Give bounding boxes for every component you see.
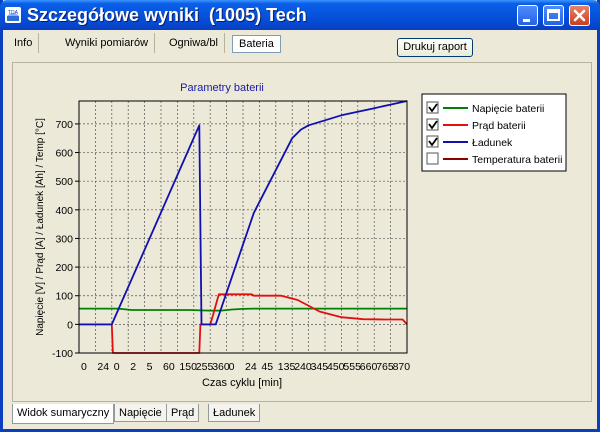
y-tick-label: 300 [55, 233, 73, 245]
x-tick-label: 255 [196, 361, 214, 373]
y-tick-label: 200 [55, 262, 73, 274]
x-tick-label: 5 [147, 361, 153, 373]
x-tick-label: 0 [81, 361, 87, 373]
tab-current[interactable]: Prąd [166, 404, 200, 422]
legend-items: Napięcie baterii Prąd baterii Ładunek Tempe… [426, 101, 562, 166]
y-tick-label: 600 [55, 148, 73, 160]
print-report-button[interactable]: Drukuj raport [397, 38, 473, 57]
x-tick-label: 45 [261, 361, 273, 373]
legend-item[interactable]: Temperatura baterii [426, 152, 562, 166]
close-button[interactable] [569, 5, 590, 26]
series-line-3 [79, 100, 408, 326]
x-tick-label: 360 [212, 361, 230, 373]
x-tick-label: 150 [179, 361, 197, 373]
x-tick-label: 24 [245, 361, 257, 373]
x-tick-label: 60 [163, 361, 175, 373]
legend-label: Prąd baterii [472, 120, 526, 132]
x-tick-label: 24 [97, 361, 109, 373]
y-axis-ticks: -100 0 100 200 300 400 500 600 700 [52, 119, 79, 360]
x-tick-label: 765 [376, 361, 394, 373]
title-bar[interactable]: TDA Szczegółowe wyniki (1005) Tech [0, 0, 600, 30]
legend: Napięcie baterii Prąd baterii Ładunek Tempe… [421, 93, 567, 172]
legend-checkbox[interactable] [426, 118, 439, 131]
legend-label: Temperatura baterii [472, 154, 562, 166]
legend-checkbox[interactable] [426, 101, 439, 114]
x-tick-label: 0 [229, 361, 235, 373]
chart-grid [79, 101, 407, 354]
x-tick-label: 450 [327, 361, 345, 373]
legend-checkbox[interactable] [426, 152, 439, 165]
maximize-button[interactable] [543, 5, 564, 26]
series-line-2 [79, 293, 408, 354]
x-tick-label: 240 [294, 361, 312, 373]
chart-title: Parametry baterii [180, 82, 264, 94]
tab-summary-view[interactable]: Widok sumaryczny [12, 404, 115, 424]
x-tick-label: 0 [114, 361, 120, 373]
legend-label: Ładunek [472, 137, 513, 149]
battery-chart: Parametry baterii -100010020030040050060… [35, 82, 567, 389]
legend-checkbox[interactable] [426, 135, 439, 148]
legend-label: Napięcie baterii [472, 103, 544, 115]
y-tick-label: 100 [55, 291, 73, 303]
x-tick-label: 345 [311, 361, 329, 373]
minimize-button[interactable] [517, 5, 538, 26]
window-title: Szczegółowe wyniki (1005) Tech [27, 5, 307, 25]
chart-panel: Parametry baterii -100 0 100 200 300 400 500 60… [12, 62, 592, 402]
plot-area-frame [78, 100, 408, 354]
minimize-icon [523, 19, 530, 22]
y-tick-label: 0 [67, 319, 73, 331]
y-tick-label: 700 [55, 119, 73, 131]
y-axis-label: Napięcie [V] / Prąd [A] / Ładunek [Ah] /… [35, 118, 46, 336]
legend-item[interactable]: Ładunek [426, 135, 513, 149]
checkmark-icon [428, 120, 438, 130]
tab-battery[interactable]: Bateria [232, 35, 281, 53]
maximize-icon [547, 9, 560, 21]
top-tab-bar: Info Wyniki pomiarów Ogniwa/bl Bateria [3, 33, 600, 55]
x-tick-label: 555 [343, 361, 361, 373]
legend-item[interactable]: Prąd baterii [426, 118, 526, 132]
x-tick-label: 660 [360, 361, 378, 373]
y-tick-label: -100 [52, 348, 73, 360]
y-tick-label: 500 [55, 176, 73, 188]
tab-voltage[interactable]: Napięcie [114, 404, 167, 422]
legend-item[interactable]: Napięcie baterii [426, 101, 544, 115]
x-tick-label: 870 [393, 361, 411, 373]
checkmark-icon [428, 103, 438, 113]
tab-measurement-results[interactable]: Wyniki pomiarów [59, 33, 156, 53]
close-icon [573, 9, 586, 22]
tab-charge[interactable]: Ładunek [208, 404, 261, 422]
y-tick-label: 400 [55, 205, 73, 217]
app-icon-text: TDA [8, 10, 19, 16]
tab-cells[interactable]: Ogniwa/bl [163, 33, 225, 53]
x-tick-label: 135 [278, 361, 296, 373]
x-axis-label: Czas cyklu [min] [202, 377, 282, 389]
app-logo-icon: TDA [5, 7, 21, 23]
tab-info[interactable]: Info [8, 33, 40, 53]
x-tick-label: 2 [130, 361, 136, 373]
checkmark-icon [428, 137, 438, 147]
